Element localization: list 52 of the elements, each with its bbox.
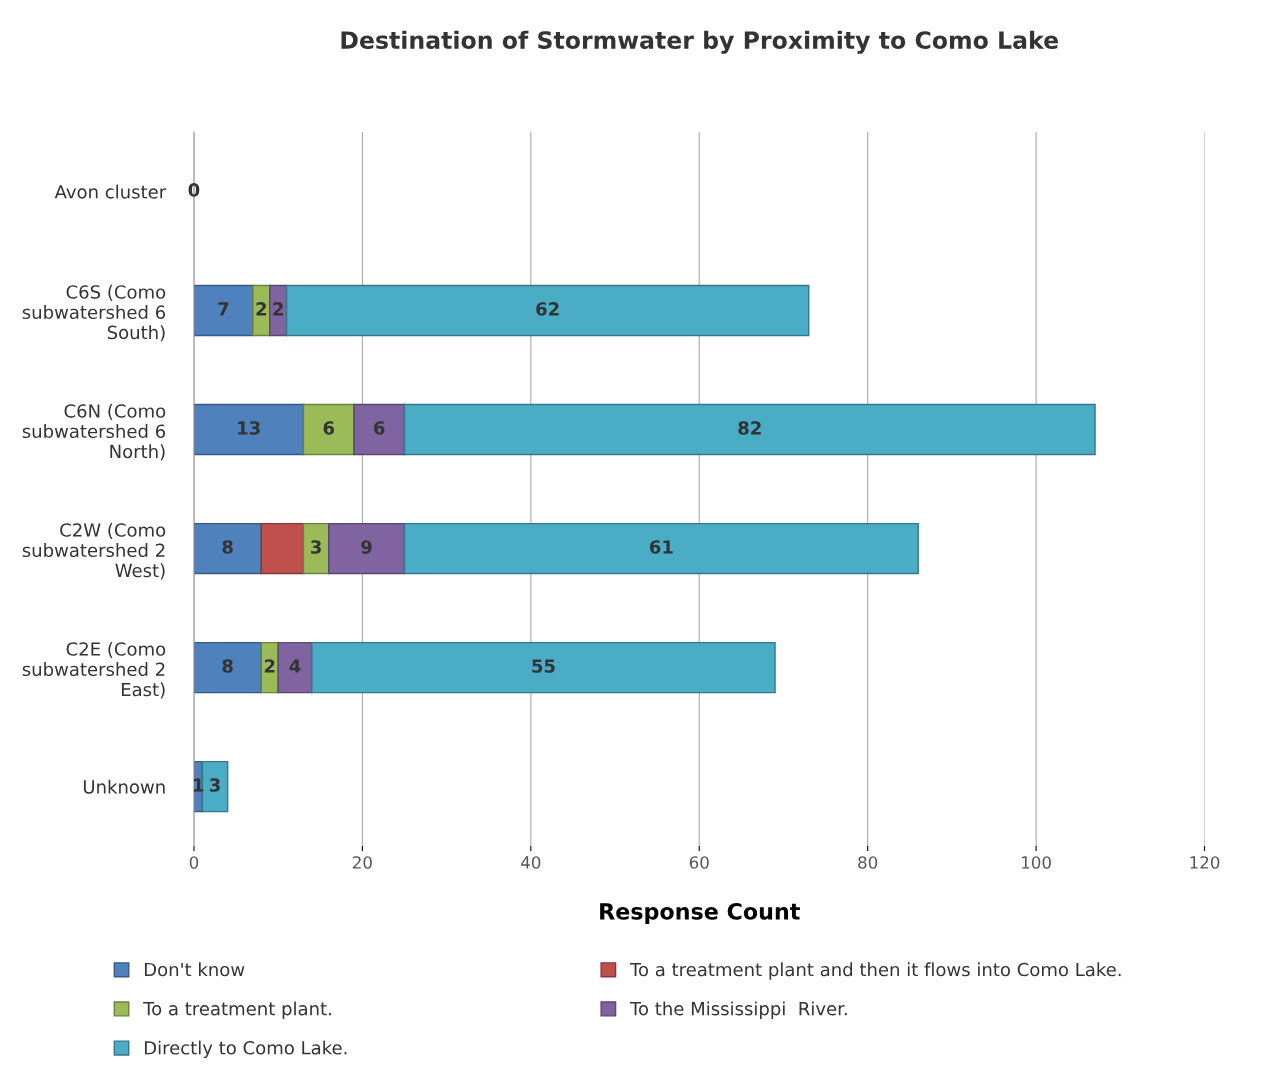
bar [193, 284, 254, 337]
data-label: 4 [289, 659, 301, 673]
bar [285, 284, 810, 337]
x-tick-label: 20 [353, 856, 372, 869]
bar [353, 403, 406, 456]
data-label: 2 [273, 302, 283, 316]
data-label: 7 [218, 302, 229, 316]
legend-label: Directly to Como Lake. [144, 1040, 347, 1059]
bar [277, 641, 313, 694]
data-label: 0 [188, 183, 200, 197]
legend-label: To a treatment plant and then it flows into Como Lake. [629, 962, 1121, 980]
data-label: 62 [536, 302, 559, 316]
y-tick-label: C2W (Como subwatershed 2 West) [22, 522, 166, 580]
data-label: 3 [310, 540, 321, 554]
bar [193, 522, 263, 575]
data-label: 13 [238, 421, 260, 435]
data-label: 2 [256, 302, 267, 316]
bar [193, 403, 305, 456]
bar [193, 641, 263, 694]
legend-label: To the Mississippi River. [629, 1001, 847, 1019]
x-tick-label: 80 [858, 856, 878, 869]
bar [311, 641, 776, 694]
data-label: 1 [193, 778, 204, 792]
data-label: 6 [374, 421, 385, 435]
chart-title: Destination of Stormwater by Proximity to Como Lake [341, 30, 1058, 54]
bar [403, 522, 919, 575]
bar [302, 403, 355, 456]
data-label: 2 [264, 659, 275, 673]
y-tick-label: C6N (Como subwatershed 6 North) [22, 403, 166, 461]
bar [260, 522, 305, 575]
data-label: 8 [222, 540, 233, 554]
data-label: 6 [323, 421, 335, 435]
data-label: 9 [361, 540, 372, 554]
data-label: 8 [222, 659, 233, 673]
y-tick-label: C6S (Como subwatershed 6 South) [22, 284, 166, 342]
y-tick-label: C2E (Como subwatershed 2 East) [22, 641, 166, 699]
bar [328, 522, 406, 575]
x-tick-label: 0 [189, 856, 199, 869]
bar [403, 403, 1096, 456]
legend-label: To a treatment plant. [143, 1001, 331, 1019]
data-label: 3 [209, 778, 220, 792]
legend-label: Don't know [144, 962, 245, 977]
y-tick-label: Unknown [83, 779, 165, 794]
x-tick-label: 100 [1022, 856, 1051, 869]
data-label: 82 [738, 421, 761, 435]
x-tick-label: 40 [521, 856, 541, 869]
x-axis-title: Response Count [600, 902, 800, 925]
data-label: 61 [649, 540, 673, 554]
y-tick-label: Avon cluster [54, 184, 167, 199]
x-tick-label: 120 [1190, 856, 1220, 869]
x-tick-label: 60 [689, 856, 709, 869]
data-label: 55 [532, 659, 555, 673]
